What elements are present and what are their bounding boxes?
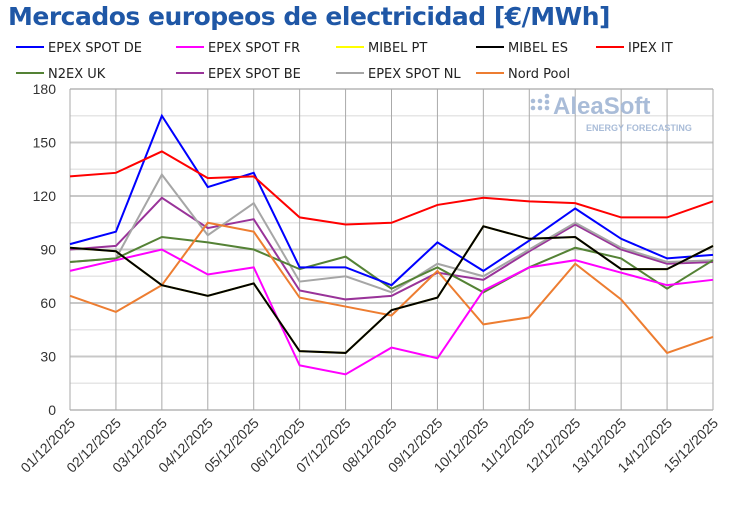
watermark-dot [544,105,550,111]
y-tick-label: 90 [40,242,56,258]
legend-label: IPEX IT [628,41,673,56]
y-tick-label: 120 [33,188,57,204]
series-line-mibel-es [69,225,714,354]
legend-label: EPEX SPOT FR [208,41,300,56]
chart-title: Mercados europeos de electricidad [€/MWh… [8,2,610,31]
y-tick-label: 180 [33,81,57,97]
legend-label: EPEX SPOT NL [368,67,461,82]
watermark-dot [537,105,543,111]
legend-label: EPEX SPOT BE [208,67,301,82]
watermark-dot [544,99,550,105]
legend-label: EPEX SPOT DE [48,41,142,56]
y-tick-label: 0 [48,402,56,418]
watermark-logo: AleaSoft [553,93,650,120]
series-line-epex-spot-fr [69,248,714,376]
watermark-dot [537,98,543,104]
watermark-dot [530,105,536,111]
series-line-n2ex-uk [69,235,714,294]
watermark-dot [530,98,536,104]
legend-label: N2EX UK [48,67,106,82]
legend-label: MIBEL PT [368,41,427,56]
y-tick-label: 30 [40,349,56,365]
watermark-dot [544,93,550,99]
series-line-nord-pool [69,221,714,355]
series-line-epex-spot-nl [69,172,714,294]
series-line-ipex-it [69,150,714,226]
series-line-epex-spot-be [69,196,714,301]
watermark-tagline: ENERGY FORECASTING [586,123,692,133]
y-tick-label: 150 [33,135,57,151]
y-tick-label: 60 [40,295,56,311]
legend-label: MIBEL ES [508,41,568,56]
legend-label: Nord Pool [508,67,570,82]
series-line-epex-spot-de [69,113,714,287]
